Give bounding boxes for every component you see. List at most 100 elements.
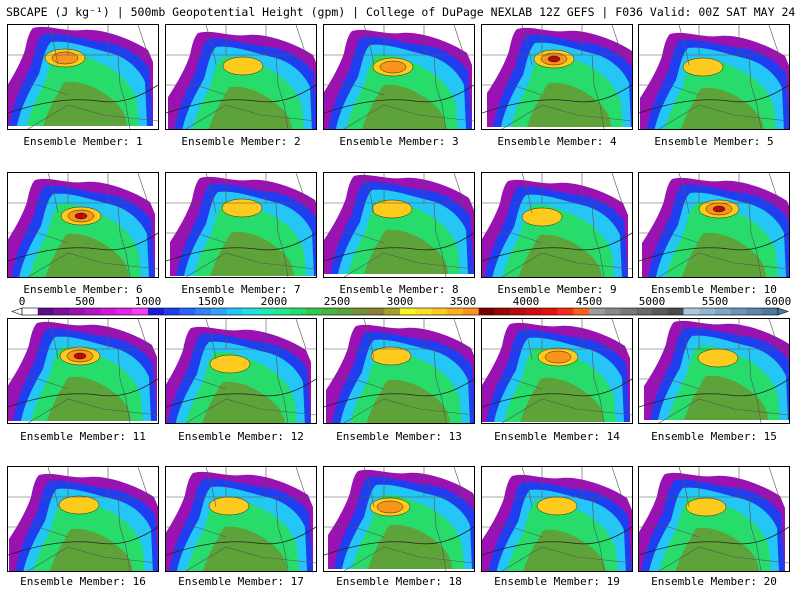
colorbar-tick-label: 4500	[576, 296, 603, 308]
colorbar-swatch	[746, 308, 763, 315]
colorbar-swatch	[148, 308, 165, 315]
ensemble-panel	[7, 24, 159, 130]
colorbar-swatch	[415, 308, 432, 315]
colorbar-swatch	[289, 308, 306, 315]
ensemble-panel	[165, 466, 317, 572]
ensemble-member-label: Ensemble Member: 4	[497, 135, 617, 148]
ensemble-panel	[481, 318, 633, 424]
colorbar-swatch	[478, 308, 495, 315]
colorbar-tick-label: 1500	[198, 296, 225, 308]
colorbar-swatch	[274, 308, 291, 315]
colorbar-swatch	[242, 308, 259, 315]
colorbar-swatch	[667, 308, 684, 315]
colorbar-swatch	[526, 308, 543, 315]
colorbar-swatch	[652, 308, 669, 315]
colorbar-swatch	[463, 308, 480, 315]
colorbar-swatch	[53, 308, 70, 315]
colorbar-tick-label: 2500	[324, 296, 351, 308]
colorbar-swatch	[589, 308, 606, 315]
colorbar-swatch	[573, 308, 590, 315]
colorbar-swatch	[163, 308, 180, 315]
colorbar-swatch	[762, 308, 779, 315]
colorbar-swatch	[85, 308, 102, 315]
colorbar-swatch	[195, 308, 212, 315]
colorbar-graphic: 0 500 1000 1500 2000 2500 3000 3500 4000 4500 5000…	[11, 296, 792, 316]
colorbar-tick-label: 2000	[261, 296, 288, 308]
ensemble-member-label: Ensemble Member: 19	[494, 575, 620, 588]
ensemble-member-label: Ensemble Member: 1	[23, 135, 143, 148]
colorbar-swatch	[699, 308, 716, 315]
cape-map	[324, 25, 474, 129]
ensemble-member-label: Ensemble Member: 8	[339, 283, 459, 296]
ensemble-member-label: Ensemble Member: 18	[336, 575, 462, 588]
cape-map	[8, 319, 158, 423]
cape-map	[8, 173, 158, 277]
ensemble-member-label: Ensemble Member: 9	[497, 283, 617, 296]
colorbar-swatch	[337, 308, 354, 315]
colorbar-swatch	[620, 308, 637, 315]
cape-map	[639, 467, 789, 571]
cape-map	[324, 467, 474, 571]
colorbar-max-arrow	[777, 307, 789, 316]
colorbar-swatch	[400, 308, 417, 315]
colorbar-swatch	[510, 308, 527, 315]
colorbar-tick-label: 0	[19, 296, 26, 308]
colorbar-swatch	[683, 308, 700, 315]
ensemble-member-label: Ensemble Member: 3	[339, 135, 459, 148]
ensemble-member-label: Ensemble Member: 2	[181, 135, 301, 148]
colorbar-tick-label: 5500	[702, 296, 729, 308]
ensemble-member-label: Ensemble Member: 10	[651, 283, 777, 296]
colorbar-swatch	[116, 308, 133, 315]
ensemble-member-label: Ensemble Member: 11	[20, 430, 146, 443]
cape-map	[8, 25, 158, 129]
colorbar-min-arrow	[11, 307, 23, 316]
colorbar-swatch	[715, 308, 732, 315]
colorbar-swatch	[368, 308, 385, 315]
ensemble-panel	[323, 318, 475, 424]
cape-map	[166, 173, 316, 277]
colorbar-swatch	[447, 308, 464, 315]
ensemble-panel	[323, 24, 475, 130]
colorbar-swatch	[22, 308, 39, 315]
colorbar-tick-label: 4000	[513, 296, 540, 308]
ensemble-member-label: Ensemble Member: 6	[23, 283, 143, 296]
colorbar-tick-label: 500	[75, 296, 95, 308]
colorbar-swatch	[69, 308, 86, 315]
ensemble-member-label: Ensemble Member: 16	[20, 575, 146, 588]
ensemble-panel	[7, 172, 159, 278]
colorbar-tick-label: 6000	[765, 296, 792, 308]
colorbar-tick-label: 1000	[135, 296, 162, 308]
colorbar-swatch	[604, 308, 621, 315]
ensemble-panel	[323, 172, 475, 278]
colorbar-swatch	[352, 308, 369, 315]
cape-map	[482, 467, 632, 571]
colorbar-tick-label: 3500	[450, 296, 477, 308]
ensemble-panel	[638, 466, 790, 572]
ensemble-panel	[165, 318, 317, 424]
colorbar: 0 500 1000 1500 2000 2500 3000 3500 4000 4500 5000…	[8, 296, 792, 320]
ensemble-panel	[165, 24, 317, 130]
ensemble-panel	[481, 172, 633, 278]
ensemble-member-label: Ensemble Member: 12	[178, 430, 304, 443]
colorbar-tick-label: 5000	[639, 296, 666, 308]
cape-map	[482, 173, 632, 277]
colorbar-swatch	[636, 308, 653, 315]
colorbar-swatch	[100, 308, 117, 315]
colorbar-swatch	[305, 308, 322, 315]
cape-map	[324, 319, 474, 423]
ensemble-panel	[638, 24, 790, 130]
colorbar-swatch	[37, 308, 54, 315]
cape-map	[8, 467, 158, 571]
ensemble-member-label: Ensemble Member: 5	[654, 135, 774, 148]
colorbar-swatch	[730, 308, 747, 315]
cape-map	[639, 25, 789, 129]
colorbar-swatch	[431, 308, 448, 315]
ensemble-panel	[638, 318, 790, 424]
map-title: SBCAPE (J kg⁻¹) | 500mb Geopotential Hei…	[6, 5, 796, 19]
colorbar-swatch	[179, 308, 196, 315]
cape-map	[639, 173, 789, 277]
cape-map	[482, 25, 632, 129]
ensemble-panel	[7, 318, 159, 424]
ensemble-panel	[323, 466, 475, 572]
ensemble-panel	[481, 24, 633, 130]
